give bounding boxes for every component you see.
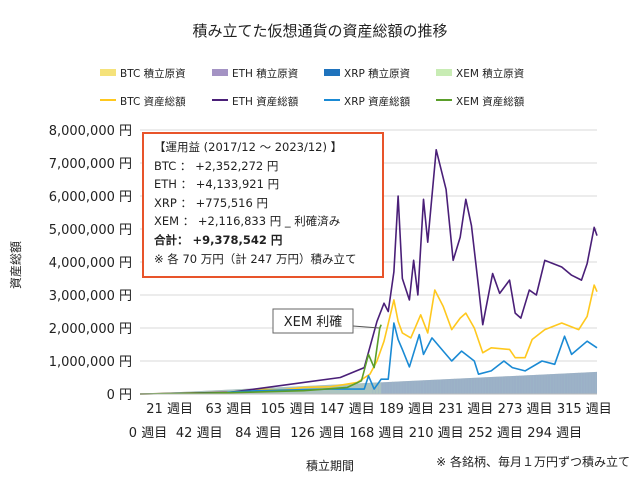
legend-label: XRP 積立原資: [344, 67, 410, 80]
x-axis-title: 積立期間: [306, 458, 354, 473]
legend-label: XEM 資産総額: [456, 95, 525, 108]
x-tick-label: 252 週目: [468, 426, 523, 441]
y-tick-label: 8,000,000 円: [49, 124, 132, 139]
legend-swatch: [212, 69, 228, 76]
info-note: ※ 各 70 万円（計 247 万円）積み立て: [154, 251, 357, 266]
legend-label: ETH 資産総額: [232, 95, 299, 108]
y-tick-label: 6,000,000 円: [49, 190, 132, 205]
info-line-btc: BTC ： +2,352,272 円: [154, 158, 279, 173]
x-tick-label: 105 週目: [261, 402, 316, 417]
y-tick-label: 0 円: [107, 388, 132, 403]
info-line-xem: XEM ： +2,116,833 円 _ 利確済み: [154, 214, 341, 229]
y-axis-title: 資産総額: [8, 241, 23, 289]
legend-label: ETH 積立原資: [232, 67, 298, 80]
info-total: 合計： +9,378,542 円: [154, 232, 283, 247]
x-tick-label: 168 週目: [349, 426, 404, 441]
y-tick-label: 2,000,000 円: [49, 322, 132, 337]
y-tick-label: 5,000,000 円: [49, 223, 132, 238]
annotation-label: XEM 利確: [284, 314, 342, 330]
y-tick-label: 7,000,000 円: [49, 157, 132, 172]
x-tick-label: 315 週目: [557, 402, 612, 417]
x-tick-label: 189 週目: [379, 402, 434, 417]
y-tick-label: 3,000,000 円: [49, 289, 132, 304]
info-heading: 【運用益 (2017/12 ～ 2023/12) 】: [154, 140, 343, 154]
y-tick-label: 1,000,000 円: [49, 355, 132, 370]
line-eth-total: [139, 149, 598, 395]
x-tick-label: 84 週目: [235, 426, 282, 441]
x-tick-label: 126 週目: [290, 426, 345, 441]
x-tick-label: 231 週目: [438, 402, 493, 417]
x-tick-label: 21 週目: [146, 402, 193, 417]
info-line-eth: ETH ： +4,133,921 円: [154, 177, 280, 192]
line-btc-total: [139, 284, 598, 395]
x-tick-label: 0 週目: [129, 426, 167, 441]
legend-label: BTC 資産総額: [120, 95, 186, 108]
legend-label: BTC 積立原資: [120, 67, 186, 80]
annotation-box: [272, 308, 354, 334]
annotation-leader: [352, 325, 380, 329]
y-tick-label: 4,000,000 円: [49, 256, 132, 271]
legend-swatch: [324, 69, 340, 76]
x-tick-label: 147 週目: [320, 402, 375, 417]
x-tick-label: 210 週目: [409, 426, 464, 441]
footnote: ※ 各銘柄、毎月１万円ずつ積み立て: [436, 454, 630, 469]
legend-label: XEM 積立原資: [456, 67, 524, 80]
x-tick-label: 294 週目: [527, 426, 582, 441]
x-tick-label: 42 週目: [176, 426, 223, 441]
legend-label: XRP 資産総額: [344, 95, 411, 108]
legend-swatch: [436, 69, 452, 76]
legend-swatch: [100, 69, 116, 76]
chart-title: 積み立てた仮想通貨の資産総額の推移: [192, 22, 447, 40]
profit-info-box: 【運用益 (2017/12 ～ 2023/12) 】 BTC ： +2,352,…: [142, 132, 384, 278]
x-tick-label: 63 週目: [206, 402, 253, 417]
line-xem-total: [139, 324, 382, 395]
info-line-xrp: XRP ： +775,516 円: [154, 195, 268, 210]
line-xrp-total: [227, 322, 598, 394]
x-tick-label: 273 週目: [498, 402, 553, 417]
